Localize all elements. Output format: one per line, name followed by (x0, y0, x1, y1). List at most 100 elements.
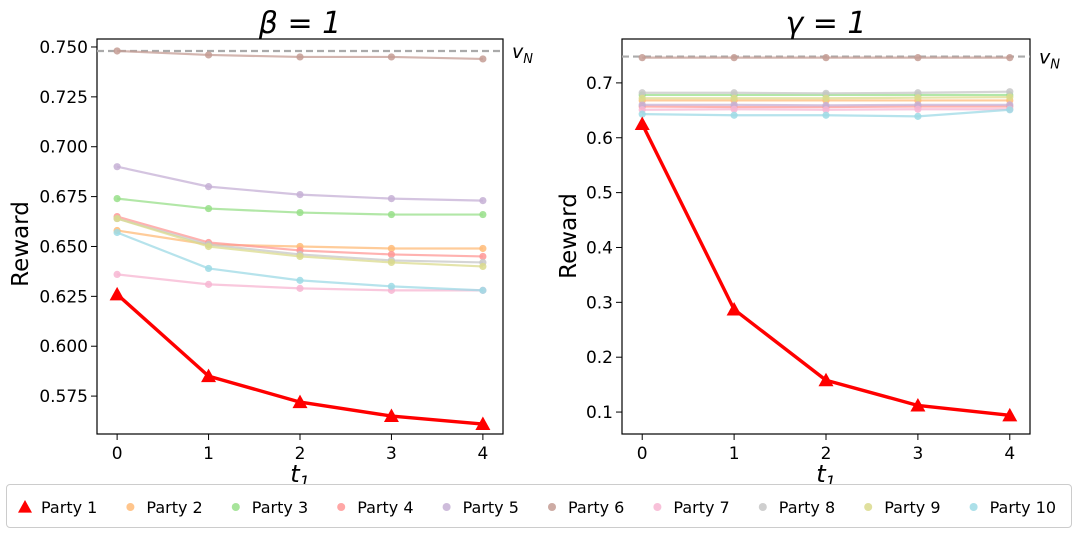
y-tick-label: 0.700 (39, 138, 88, 158)
y-tick-label: 0.675 (39, 188, 88, 208)
legend-marker (18, 500, 32, 513)
legend-label: Party 2 (146, 498, 202, 517)
legend-marker (969, 503, 978, 511)
legend-marker (548, 503, 556, 511)
y-tick-label: 0.3 (586, 293, 613, 313)
data-point-party-1 (1002, 407, 1018, 422)
y-tick-label: 0.6 (586, 129, 613, 149)
series-party-9 (113, 214, 487, 271)
x-tick-label: 1 (729, 444, 740, 464)
data-point-party-3 (296, 208, 304, 217)
series-party-1 (109, 286, 491, 431)
reference-line-label: vN (1039, 47, 1060, 73)
chart-title-right: γ = 1 (785, 6, 866, 41)
series-line-party-1 (640, 123, 1010, 418)
legend-item-party-7: Party 7 (653, 498, 730, 517)
legend-item-party-3: Party 3 (231, 498, 308, 517)
series-party-10 (113, 228, 487, 294)
x-tick-label: 4 (477, 444, 488, 464)
data-point-party-7 (822, 106, 830, 114)
y-axis-label-left: Reward (8, 201, 34, 287)
data-point-party-9 (914, 94, 922, 102)
y-tick-label: 0.5 (586, 184, 613, 204)
x-axis-label-right: t1 (816, 460, 836, 484)
legend-marker (864, 503, 873, 511)
series-party-8 (638, 88, 1014, 97)
legend-marker (126, 503, 135, 511)
data-point-party-6 (387, 53, 396, 61)
series-party-6 (113, 47, 487, 63)
data-point-party-1 (109, 286, 125, 301)
y-tick-label: 0.7 (586, 74, 613, 94)
legend-marker (337, 503, 346, 511)
legend-label: Party 7 (673, 498, 729, 517)
y-tick-label: 0.600 (39, 337, 88, 357)
data-point-party-9 (730, 94, 738, 102)
data-point-party-6 (113, 47, 121, 55)
data-point-party-10 (479, 286, 487, 294)
x-tick-label: 2 (295, 444, 306, 464)
data-point-party-8 (638, 89, 646, 97)
data-point-party-3 (387, 210, 396, 219)
data-point-party-4 (387, 250, 396, 259)
data-point-party-6 (479, 55, 487, 63)
data-point-party-6 (730, 54, 738, 62)
legend-item-party-5: Party 5 (442, 498, 519, 517)
y-tick-label: 0.1 (586, 403, 613, 423)
data-point-party-8 (822, 89, 830, 97)
data-point-party-1 (475, 416, 491, 431)
legend: Party 1 Party 2 Party 3 Party 4 Party 5 Party… (6, 484, 1072, 528)
data-point-party-6 (204, 51, 213, 59)
legend-entries: Party 1 Party 2 Party 3 Party 4 Party 5 Party… (18, 498, 1056, 517)
data-point-party-2 (387, 244, 396, 253)
data-point-party-10 (204, 264, 213, 273)
legend-marker (758, 503, 767, 511)
data-point-party-10 (113, 228, 121, 237)
data-point-party-4 (479, 252, 487, 261)
data-point-party-10 (1006, 106, 1014, 114)
data-point-party-6 (1006, 54, 1014, 62)
data-point-party-9 (479, 262, 487, 271)
data-point-party-7 (204, 280, 213, 288)
data-point-party-6 (638, 54, 646, 62)
data-point-party-5 (479, 196, 487, 205)
chart-panel-left: β = 1 Reward t1 0.575 0.600 0.625 0.650 0.67… (8, 6, 533, 491)
y-axis-label-right: Reward (556, 193, 582, 279)
legend-item-party-1: Party 1 (18, 498, 97, 517)
series-party-5 (113, 163, 487, 205)
legend-marker (442, 503, 451, 511)
data-point-party-2 (479, 244, 487, 253)
data-point-party-10 (822, 111, 830, 119)
legend-label: Party 9 (884, 498, 940, 517)
legend-label: Party 6 (568, 498, 624, 517)
data-point-party-5 (638, 101, 646, 109)
data-point-party-1 (383, 408, 399, 423)
legend-label: Party 1 (41, 498, 97, 517)
data-point-party-9 (113, 214, 121, 223)
legend-label: Party 4 (357, 498, 413, 517)
data-point-party-5 (387, 194, 396, 203)
series-party-3 (113, 194, 487, 219)
legend-item-party-8: Party 8 (758, 498, 835, 517)
data-point-party-3 (113, 194, 121, 203)
data-point-party-8 (730, 89, 738, 97)
data-point-party-10 (914, 112, 922, 120)
data-point-party-1 (292, 394, 308, 409)
y-tick-label: 0.2 (586, 348, 613, 368)
legend-item-party-9: Party 9 (864, 498, 941, 517)
data-point-party-9 (204, 242, 213, 251)
x-tick-label: 2 (821, 444, 832, 464)
data-point-party-1 (726, 301, 742, 316)
data-point-party-6 (914, 54, 922, 62)
legend-item-party-4: Party 4 (337, 498, 414, 517)
x-tick-label: 0 (112, 444, 123, 464)
data-point-party-7 (730, 105, 738, 113)
data-point-party-3 (479, 210, 487, 219)
data-point-party-9 (638, 94, 646, 102)
data-point-party-10 (638, 110, 646, 118)
data-point-party-10 (730, 111, 738, 119)
x-tick-label: 3 (912, 444, 923, 464)
data-point-party-7 (113, 270, 121, 279)
legend-marker (653, 503, 662, 511)
chart-title-left: β = 1 (258, 6, 341, 41)
